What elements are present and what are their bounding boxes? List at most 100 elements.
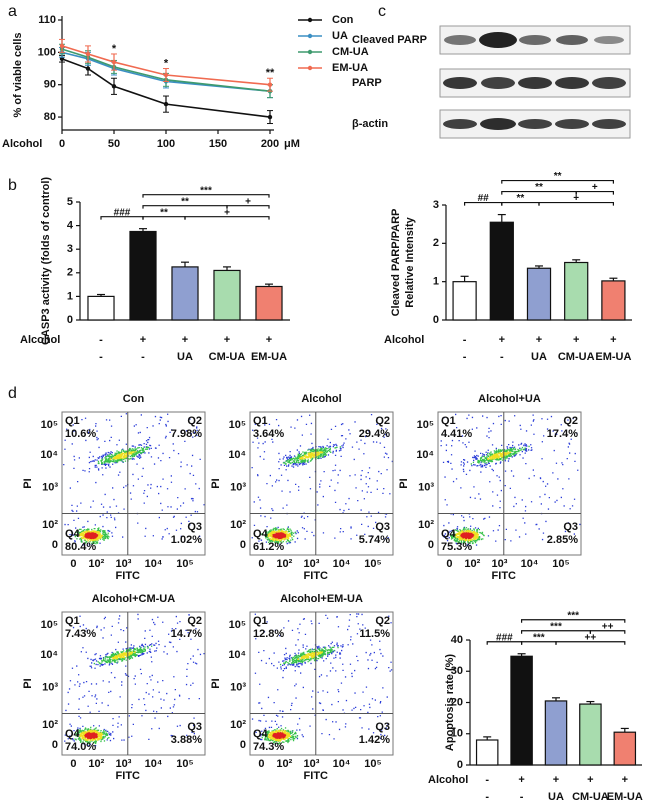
alcohol-sign: - xyxy=(463,334,467,346)
significance: ** xyxy=(554,171,562,182)
y-tick-label: 10² xyxy=(230,519,246,531)
y-axis-label: PI xyxy=(398,478,410,488)
significance: ** xyxy=(160,207,168,218)
significance: * xyxy=(112,43,117,55)
alcohol-sign: + xyxy=(573,334,579,346)
x-axis-label: FITC xyxy=(304,770,328,782)
x-tick-label: EM-UA xyxy=(595,351,631,363)
significance: ## xyxy=(478,193,490,204)
x-tick-label: 0 xyxy=(70,758,76,770)
bar xyxy=(255,285,283,321)
panel-letter: b xyxy=(8,177,17,194)
alcohol-sign: + xyxy=(622,774,628,786)
plot-frame xyxy=(61,411,206,556)
quadrant-name: Q2 xyxy=(187,415,202,427)
y-tick-label: 10⁴ xyxy=(228,649,246,661)
significance-bracket xyxy=(521,619,626,623)
quadrant-value: 1.02% xyxy=(171,534,202,546)
row-label: Alcohol xyxy=(384,334,424,346)
y-tick-label: 2 xyxy=(433,237,439,249)
plot-title: Alcohol+CM-UA xyxy=(92,593,175,605)
significance: ++ xyxy=(602,621,614,632)
quadrant-name: Q4 xyxy=(65,728,81,740)
y-tick-label: 10⁵ xyxy=(229,619,246,631)
cytometry-dots xyxy=(272,532,287,540)
significance: *** xyxy=(200,185,212,196)
significance: ** xyxy=(181,196,189,207)
alcohol-sign: - xyxy=(485,774,489,786)
x-tick-label: 10⁵ xyxy=(364,758,381,770)
x-tick-label: 10³ xyxy=(116,758,132,770)
quadrant-value: 7.43% xyxy=(65,628,96,640)
x-tick-label: 0 xyxy=(258,758,264,770)
significance-bracket xyxy=(575,190,614,195)
panel-letter: a xyxy=(8,3,17,20)
y-tick-label: 0 xyxy=(457,759,463,771)
quadrant-name: Q2 xyxy=(375,415,390,427)
quadrant-value: 3.64% xyxy=(253,428,284,440)
legend-label: EM-UA xyxy=(332,62,368,74)
y-tick-label: 10⁵ xyxy=(229,419,246,431)
band xyxy=(555,119,589,129)
significance: ### xyxy=(496,632,513,643)
bar xyxy=(452,281,477,321)
row-label: Alcohol xyxy=(20,334,60,346)
bar xyxy=(171,266,199,321)
significance: * xyxy=(164,57,169,69)
x-tick-label: 150 xyxy=(209,138,227,150)
x-tick-label: 10⁵ xyxy=(176,758,193,770)
x-tick-label: 0 xyxy=(70,558,76,570)
significance: *** xyxy=(550,621,562,632)
x-tick-label: UA xyxy=(548,791,564,803)
blot-label: PARP xyxy=(352,77,382,89)
y-tick-label: 10² xyxy=(230,719,246,731)
y-tick-label: 10³ xyxy=(42,682,58,694)
band xyxy=(443,119,477,129)
legend-marker xyxy=(307,65,313,71)
band xyxy=(518,77,552,89)
x-tick-label: 10² xyxy=(464,558,480,570)
x-tick-label: CM-UA xyxy=(572,791,609,803)
quadrant-name: Q2 xyxy=(375,615,390,627)
alcohol-sign: + xyxy=(266,334,272,346)
quadrant-name: Q3 xyxy=(563,521,578,533)
significance-bracket xyxy=(184,216,270,220)
y-tick-label: 10³ xyxy=(230,482,246,494)
bar xyxy=(526,267,552,321)
significance-bracket xyxy=(589,630,626,634)
y-tick-label: 10⁴ xyxy=(416,449,434,461)
quadrant-value: 61.2% xyxy=(253,541,284,553)
x-tick-label: - xyxy=(463,351,467,363)
significance: ** xyxy=(266,67,275,79)
significance: *** xyxy=(567,610,579,621)
band xyxy=(592,77,626,89)
y-tick-label: 10⁵ xyxy=(41,619,58,631)
y-tick-label: 0 xyxy=(67,314,73,326)
x-axis-unit: μM xyxy=(284,138,300,150)
quadrant-value: 12.8% xyxy=(253,628,284,640)
significance-bracket xyxy=(538,201,614,206)
x-tick-label: 100 xyxy=(157,138,175,150)
y-tick-label: 10⁴ xyxy=(40,649,58,661)
legend-label: UA xyxy=(332,30,348,42)
x-axis-label: FITC xyxy=(116,570,140,582)
blot-label: Cleaved PARP xyxy=(352,34,427,46)
y-tick-label: 10² xyxy=(42,519,58,531)
cytometry-dots xyxy=(79,651,136,742)
quadrant-name: Q4 xyxy=(65,528,81,540)
y-axis-label: % of viable cells xyxy=(12,33,24,118)
alcohol-sign: + xyxy=(610,334,616,346)
y-tick-label: 0 xyxy=(52,739,58,751)
quadrant-value: 74.3% xyxy=(253,741,284,753)
marker xyxy=(85,66,91,71)
x-tick-label: CM-UA xyxy=(209,351,246,363)
x-axis-label: FITC xyxy=(304,570,328,582)
x-tick-label: 0 xyxy=(258,558,264,570)
y-tick-label: 0 xyxy=(240,539,246,551)
quadrant-value: 75.3% xyxy=(441,541,472,553)
y-axis-label: Apoptosis rate (%) xyxy=(444,654,456,752)
bar xyxy=(213,269,241,321)
quadrant-name: Q1 xyxy=(65,615,80,627)
cytometry-dots xyxy=(260,446,341,544)
quadrant-value: 74.0% xyxy=(65,741,96,753)
